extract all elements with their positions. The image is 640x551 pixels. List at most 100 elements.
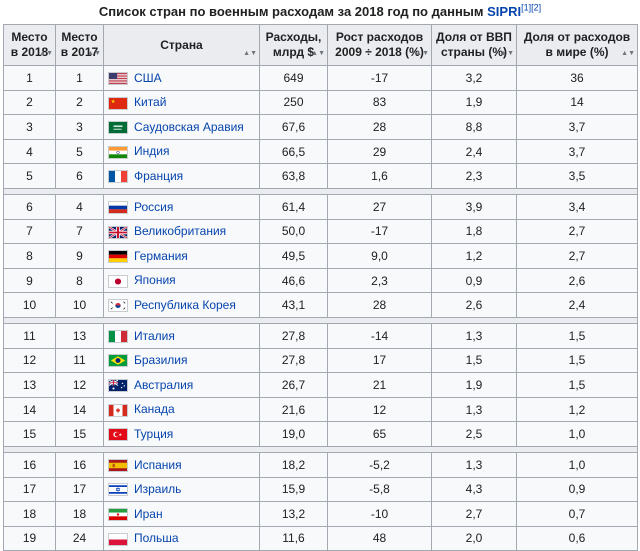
reference-links[interactable]: [1][2] xyxy=(521,2,542,13)
header-rank-2018[interactable]: Место в 2018 ▲▼ xyxy=(3,24,56,66)
country-link[interactable]: Италия xyxy=(134,328,175,343)
table-row: 10 10 Республика Корея 43,1 28 2,6 2,4 xyxy=(3,292,638,318)
growth-cell: 17 xyxy=(327,347,432,374)
il-flag-icon[interactable] xyxy=(108,483,128,497)
world-share-cell: 0,7 xyxy=(516,501,638,527)
header-country[interactable]: Страна ▲▼ xyxy=(103,24,260,66)
spending-cell: 15,9 xyxy=(259,476,328,503)
us-flag-icon[interactable] xyxy=(108,71,128,85)
world-share-cell: 1,5 xyxy=(516,322,638,349)
country-link[interactable]: Канада xyxy=(134,402,175,417)
ca-flag-icon[interactable] xyxy=(108,403,128,417)
sort-icon[interactable]: ▲▼ xyxy=(311,50,325,57)
gdp-share-cell: 1,9 xyxy=(431,89,517,116)
jp-flag-icon[interactable] xyxy=(108,274,128,288)
world-share-cell: 14 xyxy=(516,89,638,116)
military-spending-table: Место в 2018 ▲▼ Место в 2017 ▲▼ Страна ▲▼ Р… xyxy=(3,24,638,551)
group-separator xyxy=(3,445,638,453)
fr-flag-icon[interactable] xyxy=(108,170,128,184)
pl-flag-icon[interactable] xyxy=(108,532,128,546)
country-cell: Израиль xyxy=(103,476,260,503)
gdp-share-cell: 2,4 xyxy=(431,138,517,165)
table-row: 4 5 Индия 66,5 29 2,4 3,7 xyxy=(3,138,638,165)
country-link[interactable]: Великобритания xyxy=(134,224,227,239)
tr-flag-icon[interactable]: ★ xyxy=(108,428,128,442)
rank-2017-cell: 9 xyxy=(55,243,104,269)
country-link[interactable]: США xyxy=(134,70,162,85)
sipri-link[interactable]: SIPRI xyxy=(487,4,522,19)
world-share-cell: 1,0 xyxy=(516,421,638,447)
country-link[interactable]: Германия xyxy=(134,248,188,263)
table-row: 19 24 Польша 11,6 48 2,0 0,6 xyxy=(3,525,638,551)
gdp-share-cell: 2,0 xyxy=(431,525,517,551)
country-cell: Испания xyxy=(103,451,260,478)
country-link[interactable]: Япония xyxy=(134,273,176,288)
country-link[interactable]: Испания xyxy=(134,457,182,472)
header-spending[interactable]: Расходы, млрд $ ▲▼ xyxy=(259,24,328,66)
au-flag-icon[interactable] xyxy=(108,379,128,393)
header-gdp-share[interactable]: Доля от ВВП страны (%) ▲▼ xyxy=(431,24,517,66)
gdp-share-cell: 2,3 xyxy=(431,163,517,189)
growth-cell: -5,8 xyxy=(327,476,432,503)
sort-icon[interactable]: ▲▼ xyxy=(39,50,53,57)
kr-flag-icon[interactable] xyxy=(108,299,128,313)
spending-cell: 67,6 xyxy=(259,114,328,140)
country-link[interactable]: Россия xyxy=(134,199,174,214)
es-flag-icon[interactable] xyxy=(108,458,128,472)
group-separator xyxy=(3,187,638,195)
country-link[interactable]: Индия xyxy=(134,144,170,159)
caption-text: Список стран по военным расходам за 2018… xyxy=(98,4,484,19)
sa-flag-icon[interactable] xyxy=(108,121,128,135)
sort-icon[interactable]: ▲▼ xyxy=(500,50,514,57)
cn-flag-icon[interactable]: ★ xyxy=(108,96,128,110)
country-cell: США xyxy=(103,65,260,91)
rank-2018-cell: 6 xyxy=(3,193,56,220)
ir-flag-icon[interactable] xyxy=(108,508,128,522)
table-row: 9 8 Япония 46,6 2,3 0,9 2,6 xyxy=(3,267,638,294)
growth-cell: -17 xyxy=(327,65,432,91)
ru-flag-icon[interactable] xyxy=(108,200,128,214)
it-flag-icon[interactable] xyxy=(108,329,128,343)
growth-cell: 2,3 xyxy=(327,267,432,294)
table-row: 7 7 Великобритания 50,0 -17 1,8 2,7 xyxy=(3,218,638,245)
country-link[interactable]: Австралия xyxy=(134,377,194,392)
sort-icon[interactable]: ▲▼ xyxy=(621,50,635,57)
sort-icon[interactable]: ▲▼ xyxy=(87,50,101,57)
country-link[interactable]: Республика Корея xyxy=(134,297,236,312)
rank-2018-cell: 13 xyxy=(3,372,56,398)
rank-2018-cell: 16 xyxy=(3,451,56,478)
country-link[interactable]: Саудовская Аравия xyxy=(134,119,244,134)
header-world-share[interactable]: Доля от расходов в мире (%) ▲▼ xyxy=(516,24,638,66)
header-growth[interactable]: Рост расходов 2009 ÷ 2018 (%) ▲▼ xyxy=(327,24,432,66)
country-link[interactable]: Китай xyxy=(134,95,167,110)
gb-flag-icon[interactable] xyxy=(108,225,128,239)
rank-2017-cell: 2 xyxy=(55,89,104,116)
country-cell: Япония xyxy=(103,267,260,294)
gdp-share-cell: 3,2 xyxy=(431,65,517,91)
country-link[interactable]: Бразилия xyxy=(134,353,188,368)
country-link[interactable]: Турция xyxy=(134,426,174,441)
table-row: 3 3 Саудовская Аравия 67,6 28 8,8 3,7 xyxy=(3,114,638,140)
country-link[interactable]: Франция xyxy=(134,169,184,183)
rank-2018-cell: 5 xyxy=(3,163,56,189)
de-flag-icon[interactable] xyxy=(108,250,128,264)
country-link[interactable]: Иран xyxy=(134,506,163,521)
country-link[interactable]: Польша xyxy=(134,531,179,546)
sort-icon[interactable]: ▲▼ xyxy=(243,50,257,57)
country-cell: Канада xyxy=(103,396,260,423)
br-flag-icon[interactable] xyxy=(108,354,128,368)
rank-2017-cell: 6 xyxy=(55,163,104,189)
rank-2018-cell: 10 xyxy=(3,292,56,318)
table-caption: Список стран по военным расходам за 2018… xyxy=(0,0,640,24)
country-link[interactable]: Израиль xyxy=(134,482,182,497)
header-rank-2017[interactable]: Место в 2017 ▲▼ xyxy=(55,24,104,66)
rank-2018-cell: 19 xyxy=(3,525,56,551)
gdp-share-cell: 1,9 xyxy=(431,372,517,398)
world-share-cell: 1,5 xyxy=(516,347,638,374)
sort-icon[interactable]: ▲▼ xyxy=(415,50,429,57)
spending-cell: 63,8 xyxy=(259,163,328,189)
rank-2018-cell: 15 xyxy=(3,421,56,447)
rank-2017-cell: 1 xyxy=(55,65,104,91)
rank-2017-cell: 4 xyxy=(55,193,104,220)
in-flag-icon[interactable] xyxy=(108,145,128,159)
